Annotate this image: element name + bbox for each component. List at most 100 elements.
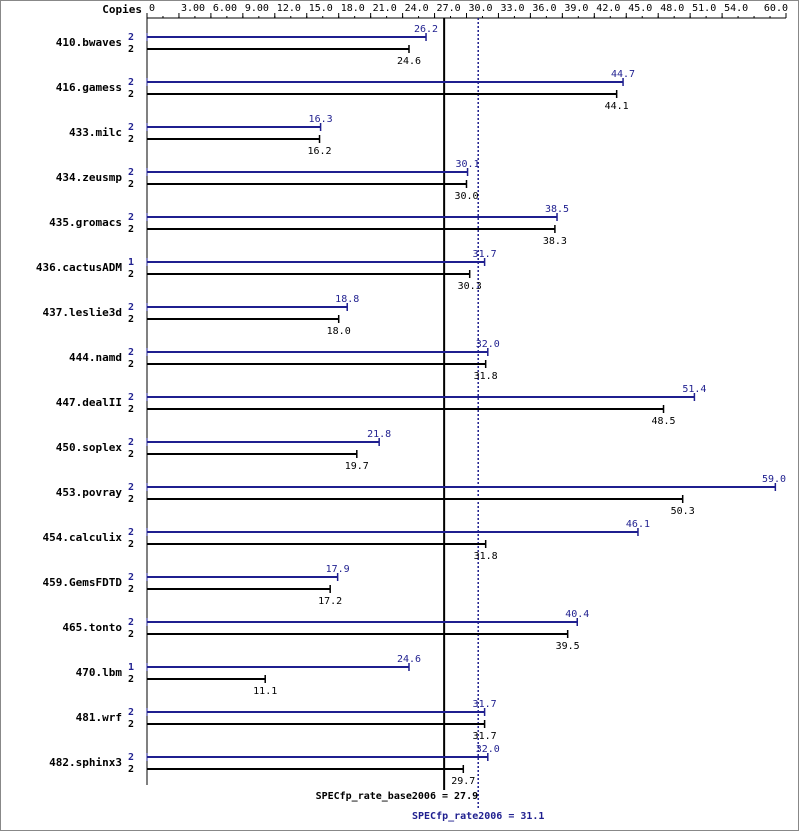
reference-label: SPECfp_rate2006 = 31.1	[412, 811, 544, 822]
copies-label: 2	[128, 707, 134, 718]
value-label: 32.0	[476, 339, 500, 350]
copies-label: 1	[128, 257, 134, 268]
benchmark-label: 433.milc	[69, 126, 122, 139]
value-label: 46.1	[626, 519, 650, 530]
value-label: 26.2	[414, 24, 438, 35]
x-tick-label: 0	[149, 3, 155, 14]
value-label: 38.5	[545, 204, 569, 215]
copies-label: 2	[128, 122, 134, 133]
copies-label: 2	[128, 674, 134, 685]
benchmark-label: 437.leslie3d	[43, 306, 122, 319]
value-label: 50.3	[671, 506, 695, 517]
copies-label: 2	[128, 89, 134, 100]
value-label: 31.7	[473, 699, 497, 710]
copies-label: 2	[128, 752, 134, 763]
copies-header: Copies	[102, 3, 142, 16]
value-label: 40.4	[565, 609, 589, 620]
copies-label: 2	[128, 314, 134, 325]
copies-label: 2	[128, 212, 134, 223]
benchmark-label: 447.dealII	[56, 396, 122, 409]
x-tick-label: 48.0	[660, 3, 684, 14]
benchmark-label: 454.calculix	[43, 531, 123, 544]
copies-label: 2	[128, 617, 134, 628]
value-label: 30.1	[456, 159, 480, 170]
copies-label: 2	[128, 167, 134, 178]
value-label: 38.3	[543, 236, 567, 247]
x-tick-label: 36.0	[532, 3, 556, 14]
copies-label: 2	[128, 572, 134, 583]
copies-label: 2	[128, 719, 134, 730]
value-label: 18.0	[327, 326, 351, 337]
copies-label: 2	[128, 437, 134, 448]
x-tick-label: 24.0	[405, 3, 429, 14]
value-label: 44.7	[611, 69, 635, 80]
benchmark-label: 444.namd	[69, 351, 122, 364]
copies-label: 2	[128, 539, 134, 550]
benchmark-label: 436.cactusADM	[36, 261, 122, 274]
x-tick-label: 9.00	[245, 3, 269, 14]
value-label: 31.7	[473, 731, 497, 742]
value-label: 59.0	[762, 474, 786, 485]
x-tick-label: 3.00	[181, 3, 205, 14]
x-tick-label: 54.0	[724, 3, 748, 14]
x-tick-label: 21.0	[373, 3, 397, 14]
benchmark-label: 416.gamess	[56, 81, 122, 94]
reference-label: SPECfp_rate_base2006 = 27.9	[316, 791, 479, 802]
value-label: 17.9	[326, 564, 350, 575]
x-tick-label: 15.0	[309, 3, 333, 14]
x-tick-label: 30.0	[469, 3, 493, 14]
copies-label: 2	[128, 224, 134, 235]
x-tick-label: 12.0	[277, 3, 301, 14]
benchmark-label: 453.povray	[56, 486, 123, 499]
copies-label: 2	[128, 764, 134, 775]
x-tick-label: 42.0	[596, 3, 620, 14]
copies-label: 2	[128, 392, 134, 403]
value-label: 30.0	[454, 191, 478, 202]
value-label: 31.8	[474, 371, 498, 382]
copies-label: 2	[128, 359, 134, 370]
x-tick-label: 45.0	[628, 3, 652, 14]
value-label: 51.4	[682, 384, 706, 395]
x-tick-label: 39.0	[564, 3, 588, 14]
benchmark-label: 470.lbm	[76, 666, 123, 679]
x-tick-label: 51.0	[692, 3, 716, 14]
x-tick-label: 18.0	[341, 3, 365, 14]
copies-label: 2	[128, 629, 134, 640]
value-label: 17.2	[318, 596, 342, 607]
copies-label: 2	[128, 347, 134, 358]
copies-label: 2	[128, 302, 134, 313]
copies-label: 2	[128, 527, 134, 538]
benchmark-label: 465.tonto	[62, 621, 122, 634]
x-tick-label: 6.00	[213, 3, 237, 14]
benchmark-label: 482.sphinx3	[49, 756, 122, 769]
copies-label: 1	[128, 662, 134, 673]
copies-label: 2	[128, 449, 134, 460]
value-label: 21.8	[367, 429, 391, 440]
benchmark-label: 434.zeusmp	[56, 171, 123, 184]
copies-label: 2	[128, 494, 134, 505]
copies-label: 2	[128, 584, 134, 595]
value-label: 16.3	[309, 114, 333, 125]
x-tick-label: 27.0	[437, 3, 461, 14]
benchmark-label: 459.GemsFDTD	[43, 576, 123, 589]
benchmark-label: 410.bwaves	[56, 36, 122, 49]
value-label: 32.0	[476, 744, 500, 755]
value-label: 18.8	[335, 294, 359, 305]
copies-label: 2	[128, 32, 134, 43]
value-label: 39.5	[556, 641, 580, 652]
value-label: 24.6	[397, 654, 421, 665]
value-label: 44.1	[605, 101, 629, 112]
value-label: 16.2	[307, 146, 331, 157]
copies-label: 2	[128, 269, 134, 280]
benchmark-label: 435.gromacs	[49, 216, 122, 229]
value-label: 48.5	[651, 416, 675, 427]
copies-label: 2	[128, 482, 134, 493]
copies-label: 2	[128, 77, 134, 88]
copies-label: 2	[128, 44, 134, 55]
value-label: 31.7	[473, 249, 497, 260]
benchmark-label: 450.soplex	[56, 441, 123, 454]
value-label: 29.7	[451, 776, 475, 787]
value-label: 19.7	[345, 461, 369, 472]
